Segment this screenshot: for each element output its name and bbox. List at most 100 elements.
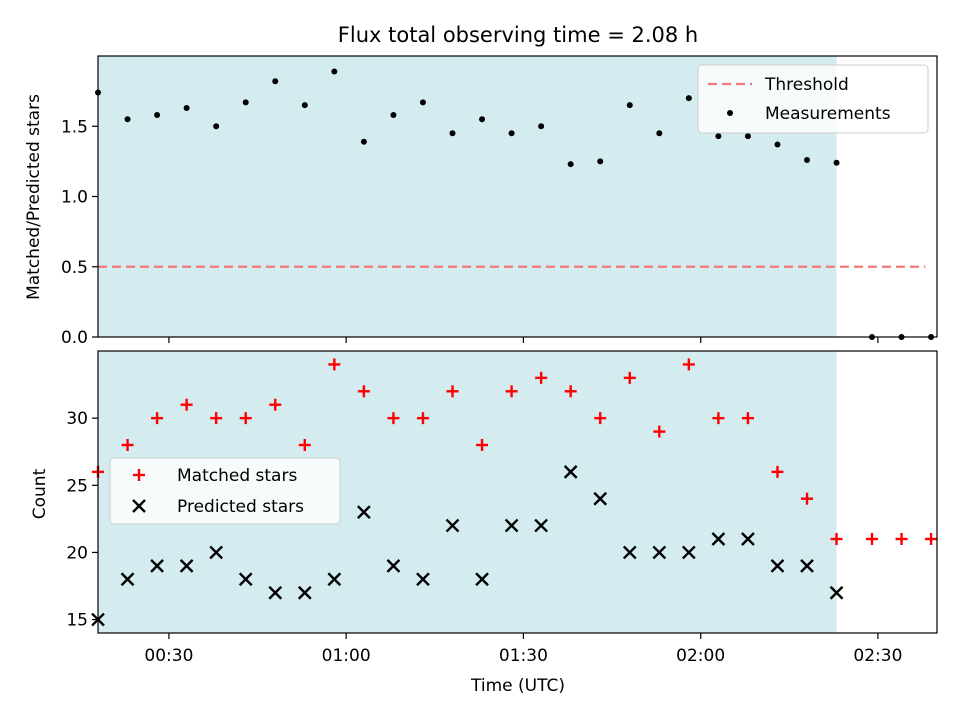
measurement-point <box>419 99 426 106</box>
matched-star-point <box>328 358 341 371</box>
measurement-point <box>360 138 367 145</box>
predicted-star-point <box>268 585 283 600</box>
predicted-star-point <box>209 545 224 560</box>
x-tick-label: 02:30 <box>853 646 902 666</box>
predicted-legend-swatch <box>132 499 146 513</box>
predicted-star-point <box>445 518 460 533</box>
predicted-star-point <box>681 545 696 560</box>
predicted-star-point <box>652 545 667 560</box>
measurement-point <box>331 68 338 75</box>
measurement-point <box>656 130 663 137</box>
predicted-star-point <box>711 532 726 546</box>
y-tick-label: 1.5 <box>61 117 88 137</box>
predicted-star-point <box>534 518 548 533</box>
matched-star-point <box>239 412 252 425</box>
measurement-point <box>124 116 131 123</box>
count-axes-frame <box>97 350 938 634</box>
ratio-x-ticks <box>168 337 879 343</box>
matched-star-point <box>653 425 666 438</box>
x-tick-label: 02:00 <box>676 646 725 666</box>
predicted-legend-label: Predicted stars <box>177 497 304 517</box>
measurement-point <box>567 161 574 168</box>
matched-star-point <box>535 371 548 384</box>
count-legend: Matched stars Predicted stars <box>109 457 341 525</box>
chart-title: Flux total observing time = 2.08 h <box>338 23 698 47</box>
measurements-legend-label: Measurements <box>765 104 891 124</box>
x-axis-label: Time (UTC) <box>470 676 565 696</box>
matched-star-point <box>830 533 843 545</box>
threshold-legend-label: Threshold <box>764 75 849 95</box>
measurements-legend-swatch <box>727 110 733 116</box>
predicted-star-point <box>829 585 844 600</box>
measurement-point <box>715 133 722 140</box>
matched-star-point <box>682 358 695 371</box>
matched-star-point <box>298 439 311 451</box>
matched-star-point <box>151 412 164 425</box>
count-legend-box <box>109 457 341 525</box>
measurement-point <box>154 112 161 119</box>
matched-star-point <box>387 412 400 425</box>
x-tick-label: 01:30 <box>499 646 548 666</box>
matched-star-point <box>564 385 577 398</box>
matched-star-point <box>357 385 370 398</box>
matched-star-point <box>895 533 908 545</box>
x-tick-label: 01:00 <box>322 646 371 666</box>
count-y-ticks: 15 20 25 30 <box>66 409 98 631</box>
matched-legend-swatch <box>133 469 145 481</box>
ratio-y-axis-label: Matched/Predicted stars <box>24 94 44 300</box>
predicted-star-point <box>386 559 401 573</box>
measurement-point <box>833 159 840 166</box>
predicted-star-point <box>622 545 637 560</box>
y-tick-label: 15 <box>66 611 88 631</box>
y-tick-label: 25 <box>66 476 88 496</box>
measurement-point <box>449 130 456 137</box>
measurement-point <box>183 104 190 111</box>
matched-star-point <box>476 439 489 451</box>
predicted-star-point <box>238 572 253 587</box>
measurement-point <box>774 141 781 148</box>
matched-legend-label: Matched stars <box>177 466 297 486</box>
predicted-star-point <box>357 505 371 519</box>
matched-star-point <box>594 412 607 425</box>
predicted-star-point <box>120 572 135 587</box>
ratio-panel: 0.0 0.5 1.0 1.5 Matched/Predicted stars Thr… <box>24 55 938 348</box>
x-marker <box>132 499 146 513</box>
predicted-star-point <box>770 559 785 573</box>
ratio-y-ticks: 0.0 0.5 1.0 1.5 <box>61 117 98 348</box>
predicted-star-point <box>327 572 342 587</box>
ratio-legend-box <box>697 64 929 134</box>
y-tick-label: 20 <box>66 543 88 563</box>
measurement-point <box>508 130 515 137</box>
measurement-point <box>744 133 751 140</box>
measurement-point <box>272 78 279 85</box>
matched-star-point <box>623 371 636 384</box>
count-x-ticks: 00:30 01:00 01:30 02:00 02:30 <box>144 633 902 666</box>
matched-star-point <box>210 412 223 425</box>
plus-marker <box>133 469 145 481</box>
y-tick-label: 0.0 <box>61 328 88 348</box>
predicted-star-point <box>741 532 755 546</box>
matched-star-point <box>446 385 459 398</box>
ratio-points <box>95 68 935 340</box>
matched-star-point <box>180 398 193 411</box>
predicted-star-point <box>563 465 578 479</box>
matched-star-point <box>801 492 814 505</box>
matched-star-point <box>741 412 754 425</box>
measurement-point <box>804 156 811 163</box>
matched-star-point <box>925 533 938 545</box>
count-panel: 15 20 25 30 00:30 01:00 01:30 02:00 02:30 Count… <box>30 350 938 696</box>
measurement-point <box>479 116 486 123</box>
measurement-point <box>685 95 692 102</box>
matched-star-point <box>416 412 429 425</box>
predicted-star-point <box>416 572 430 587</box>
matched-star-point <box>771 465 784 478</box>
ratio-legend: Threshold Measurements <box>697 64 929 134</box>
measurement-point <box>597 158 604 165</box>
predicted-star-point <box>593 491 608 506</box>
matched-star-point <box>866 533 879 545</box>
measurement-point <box>390 112 397 119</box>
measurement-point <box>626 102 633 109</box>
matched-star-point <box>505 385 518 398</box>
y-tick-label: 1.0 <box>61 188 88 208</box>
